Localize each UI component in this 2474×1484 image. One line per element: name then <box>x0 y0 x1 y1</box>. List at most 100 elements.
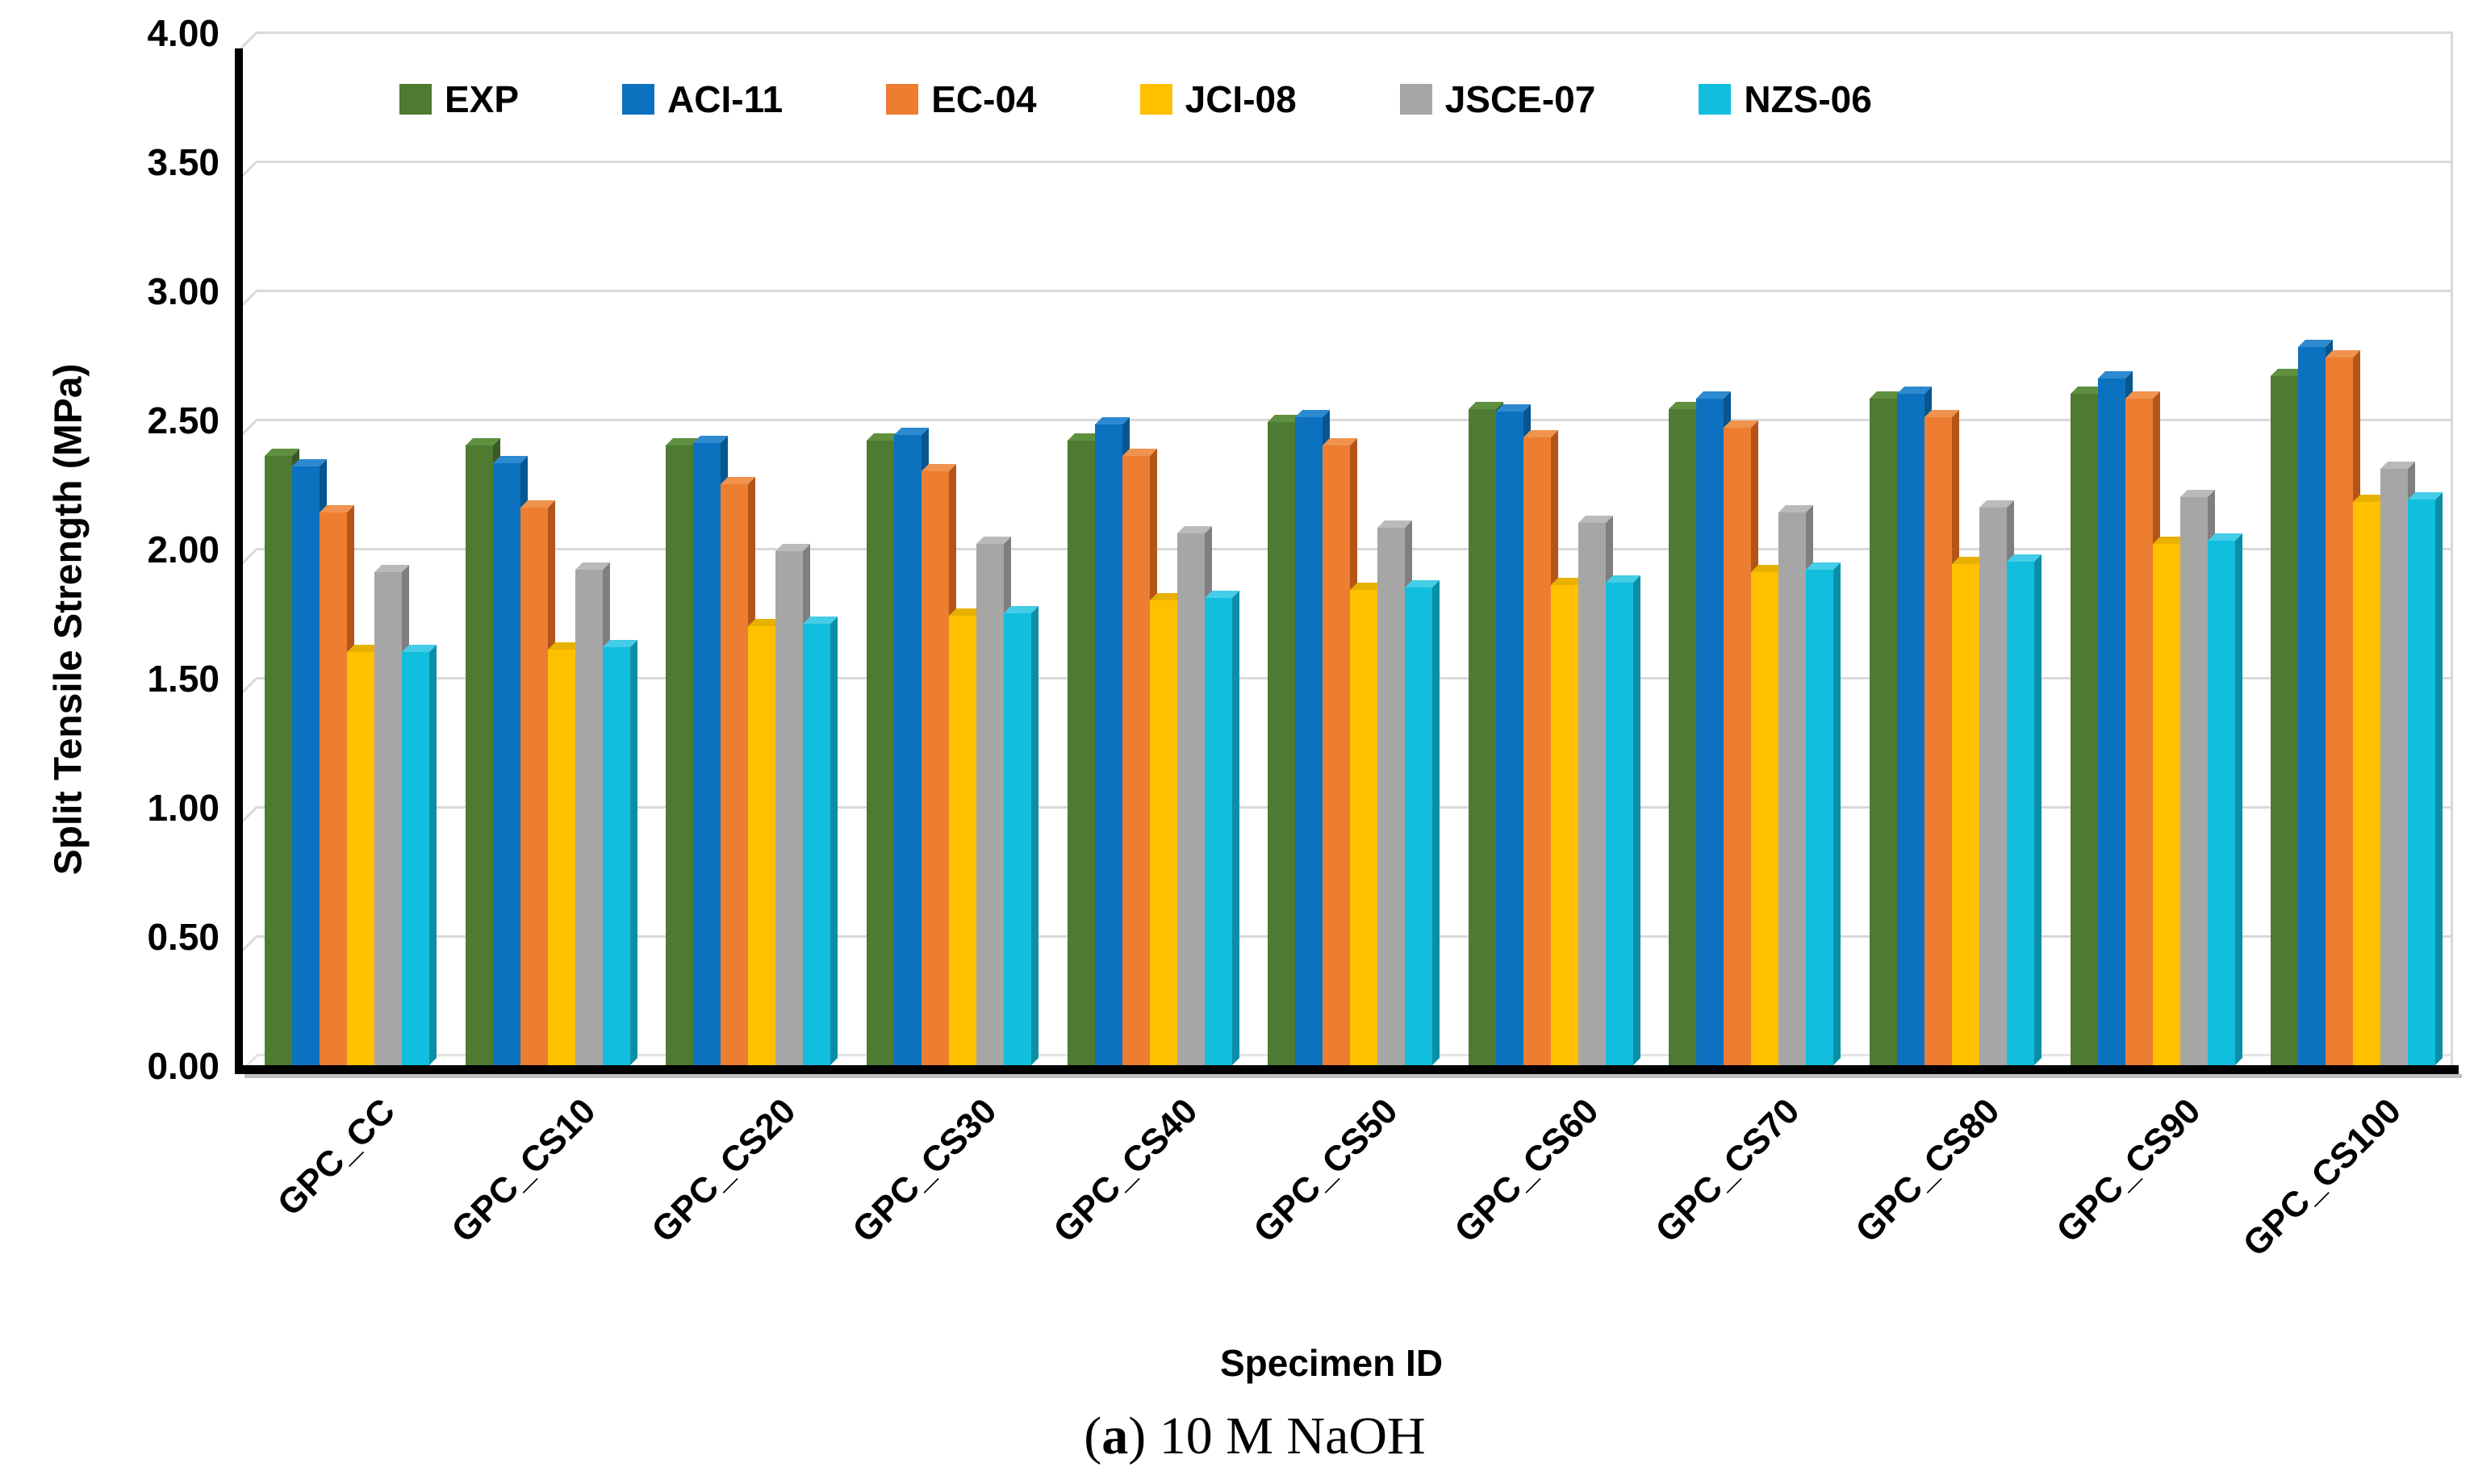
bar-EXP-GPC_CS30 <box>867 433 901 1065</box>
legend-item-JSCE-07: JSCE-07 <box>1399 77 1596 121</box>
bar-JCI-08-GPC_CS60 <box>1551 578 1586 1065</box>
bar-face <box>666 445 693 1065</box>
bar-face <box>1897 394 1924 1065</box>
bar-JSCE-07-GPC_CC <box>374 565 409 1065</box>
bar-EC-04-GPC_CS20 <box>721 477 755 1065</box>
gridline <box>257 31 2452 34</box>
bar-side-face <box>429 645 437 1065</box>
y-tick-label: 2.50 <box>147 399 219 441</box>
legend-label-JCI-08: JCI-08 <box>1185 78 1297 120</box>
gridline <box>257 161 2452 163</box>
bar-face <box>1952 564 1979 1065</box>
bar-JSCE-07-GPC_CS90 <box>2180 490 2215 1065</box>
bar-EC-04-GPC_CS40 <box>1122 449 1157 1065</box>
bar-NZS-06-GPC_CC <box>402 645 437 1065</box>
bar-face <box>1068 441 1095 1065</box>
bar-face <box>2153 544 2180 1065</box>
x-tick-label-GPC_CS70: GPC_CS70 <box>1647 1091 1807 1251</box>
bar-EXP-GPC_CS50 <box>1268 415 1302 1065</box>
legend-label-JSCE-07: JSCE-07 <box>1444 78 1596 120</box>
bar-ACI-11-GPC_CS100 <box>2298 340 2333 1065</box>
bar-JCI-08-GPC_CC <box>347 645 382 1065</box>
bar-JSCE-07-GPC_CS70 <box>1778 505 1813 1065</box>
y-axis-line <box>235 48 243 1073</box>
bar-EXP-GPC_CS90 <box>2071 387 2105 1065</box>
y-axis-title: Split Tensile Strength (MPa) <box>47 363 90 876</box>
bar-NZS-06-GPC_CS70 <box>1806 562 1841 1065</box>
bar-JCI-08-GPC_CS70 <box>1751 565 1786 1065</box>
bar-face <box>1751 572 1778 1065</box>
bar-JCI-08-GPC_CS80 <box>1952 557 1987 1065</box>
legend-item-JCI-08: JCI-08 <box>1139 77 1297 121</box>
bar-NZS-06-GPC_CS30 <box>1004 606 1038 1065</box>
x-tick-label-GPC_CS20: GPC_CS20 <box>644 1091 804 1251</box>
bar-face <box>2098 378 2125 1065</box>
bar-ACI-11-GPC_CS50 <box>1295 410 1330 1065</box>
bar-face <box>2071 394 2098 1065</box>
bar-face <box>603 647 630 1065</box>
bar-face <box>2208 541 2235 1065</box>
bar-face <box>1405 587 1432 1065</box>
bar-face <box>2408 500 2435 1065</box>
bar-ACI-11-GPC_CS40 <box>1095 417 1130 1065</box>
bar-face <box>548 650 575 1065</box>
legend-swatch-NZS-06 <box>1699 84 1732 115</box>
bar-ACI-11-GPC_CC <box>292 459 327 1065</box>
bar-JSCE-07-GPC_CS100 <box>2380 462 2415 1065</box>
gridline <box>257 419 2452 421</box>
bar-side-face <box>1031 606 1038 1065</box>
bar-ACI-11-GPC_CS90 <box>2098 371 2133 1065</box>
bar-JSCE-07-GPC_CS50 <box>1377 520 1412 1065</box>
x-axis-title: Specimen ID <box>1219 1342 1444 1384</box>
bar-face <box>1924 417 1952 1065</box>
bar-face <box>2125 399 2153 1065</box>
bar-face <box>1268 422 1295 1065</box>
bar-EXP-GPC_CS60 <box>1469 402 1503 1065</box>
bar-NZS-06-GPC_CS40 <box>1205 591 1239 1065</box>
bar-face <box>1469 409 1496 1065</box>
bar-EC-04-GPC_CS60 <box>1523 430 1558 1065</box>
bar-face <box>1095 424 1122 1065</box>
bar-EC-04-GPC_CS80 <box>1924 410 1959 1065</box>
legend-item-EC-04: EC-04 <box>886 77 1037 121</box>
bar-face <box>2180 497 2208 1065</box>
bar-ACI-11-GPC_CS20 <box>693 436 728 1065</box>
bar-ACI-11-GPC_CS70 <box>1696 391 1731 1065</box>
bar-side-face <box>1232 591 1239 1065</box>
bar-ACI-11-GPC_CS30 <box>894 428 929 1065</box>
legend-label-NZS-06: NZS-06 <box>1744 78 1872 120</box>
x-tick-label-GPC_CS30: GPC_CS30 <box>845 1091 1005 1251</box>
bar-NZS-06-GPC_CS60 <box>1606 575 1640 1065</box>
bar-face <box>921 471 949 1065</box>
bar-face <box>1606 583 1633 1065</box>
bar-face <box>1669 409 1696 1065</box>
bar-EXP-GPC_CS40 <box>1068 433 1102 1065</box>
bar-EXP-GPC_CS70 <box>1669 402 1703 1065</box>
y-tick-label: 1.50 <box>147 658 219 700</box>
bar-face <box>1578 523 1606 1065</box>
bar-face <box>575 570 603 1065</box>
legend-swatch-JSCE-07 <box>1399 84 1432 115</box>
x-tick-label-GPC_CS80: GPC_CS80 <box>1848 1091 2008 1251</box>
x-axis-shadow <box>244 1074 2462 1078</box>
caption-letter: a <box>1101 1407 1129 1465</box>
bar-side-face <box>1633 575 1640 1065</box>
bar-face <box>1724 428 1751 1065</box>
bar-face <box>2326 357 2353 1065</box>
bar-face <box>894 435 921 1065</box>
legend: EXP ACI-11 EC-04 JCI-08 JSCE-07 NZS-06 <box>399 77 1872 121</box>
bar-JCI-08-GPC_CS100 <box>2353 495 2388 1065</box>
caption-open: ( <box>1084 1407 1102 1465</box>
bar-EXP-GPC_CS10 <box>466 438 500 1065</box>
legend-item-NZS-06: NZS-06 <box>1699 77 1872 121</box>
bar-face <box>867 441 894 1065</box>
bar-face <box>775 551 803 1065</box>
bar-ACI-11-GPC_CS80 <box>1897 387 1932 1065</box>
bar-EC-04-GPC_CS90 <box>2125 391 2160 1065</box>
caption-rest: ) 10 M NaOH <box>1128 1407 1426 1465</box>
bar-face <box>748 626 775 1065</box>
bar-NZS-06-GPC_CS100 <box>2408 492 2443 1065</box>
bar-JCI-08-GPC_CS40 <box>1150 593 1185 1065</box>
y-tick-label: 3.50 <box>147 141 219 183</box>
x-tick-label-GPC_CS90: GPC_CS90 <box>2049 1091 2209 1251</box>
